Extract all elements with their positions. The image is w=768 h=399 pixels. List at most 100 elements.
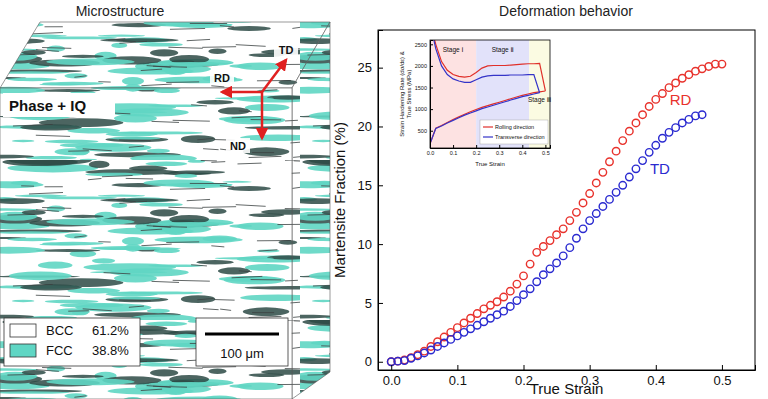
data-point — [639, 157, 646, 164]
axis-line — [379, 365, 756, 371]
tick-label: 0.3 — [496, 150, 504, 156]
data-point — [718, 60, 725, 67]
data-point — [665, 129, 672, 136]
phase-name: BCC — [46, 323, 73, 338]
data-point — [513, 297, 520, 304]
direction-label-box — [226, 138, 250, 153]
tick: 1000 — [415, 106, 433, 112]
direction-arrow — [262, 60, 286, 92]
data-point — [566, 244, 573, 251]
data-point — [559, 225, 566, 232]
data-point — [540, 243, 547, 250]
data-point — [652, 96, 659, 103]
y-axis-title: Martensite Fraction (%) — [331, 122, 348, 278]
tick-mark — [430, 66, 433, 67]
data-point — [540, 271, 547, 278]
direction-arrow — [261, 92, 264, 138]
tick-mark — [590, 365, 591, 370]
axis: 0510152025 — [358, 31, 383, 371]
tick-label: 0.4 — [519, 150, 527, 156]
data-point — [645, 149, 652, 156]
tick-mark — [476, 145, 477, 148]
data-point — [632, 165, 639, 172]
data-point — [520, 272, 527, 279]
tick-label: 0 — [365, 354, 372, 369]
tick: 10 — [358, 237, 383, 252]
tick: 0.3 — [496, 145, 504, 156]
data-point — [526, 260, 533, 267]
tick-label: 15 — [358, 178, 372, 193]
legend-swatch — [483, 136, 493, 137]
tick-label: 0.4 — [647, 373, 665, 388]
stage-band — [430, 40, 476, 148]
data-point — [467, 314, 474, 321]
tick: 0.1 — [449, 365, 467, 388]
plot-frame — [378, 30, 755, 370]
data-point — [546, 237, 553, 244]
tick-label: 500 — [418, 128, 427, 134]
direction-label: ND — [230, 140, 246, 152]
tick: 0.4 — [647, 365, 665, 388]
tick: 1500 — [415, 85, 433, 91]
direction-label-box — [274, 42, 298, 57]
map-label: Phase + IQ — [9, 97, 86, 114]
data-point — [672, 124, 679, 131]
tick-label: 2000 — [415, 63, 427, 69]
tick-mark — [524, 365, 525, 370]
y-axis-title: Strain Hardening Rate (dσ/dε) & — [399, 51, 405, 136]
data-point — [606, 196, 613, 203]
tick-label: 10 — [358, 237, 372, 252]
direction-arrow — [222, 91, 262, 94]
tick-label: 1500 — [415, 85, 427, 91]
data-point — [553, 259, 560, 266]
data-point — [507, 303, 514, 310]
axis: 500 1000 1500 2000 2500 — [415, 41, 433, 149]
inset-background — [396, 34, 556, 170]
tick: 20 — [358, 119, 383, 134]
data-point — [599, 169, 606, 176]
microstructure-cube — [0, 22, 330, 399]
x-axis-title: True Strain — [475, 161, 504, 167]
data-point — [612, 147, 619, 154]
tick-label: 2500 — [415, 42, 427, 48]
tick-mark — [656, 365, 657, 370]
data-point — [626, 127, 633, 134]
cube-front — [0, 88, 292, 399]
data-point — [454, 324, 461, 331]
tick-label: 5 — [365, 296, 372, 311]
tick: 0.0 — [383, 365, 401, 388]
legend: Rolling directionTransverse direction — [480, 120, 548, 144]
tick-label: 0.5 — [542, 150, 550, 156]
data-point — [579, 199, 586, 206]
tick-mark — [545, 145, 546, 148]
axis-line — [431, 41, 434, 149]
axis-line — [379, 31, 384, 371]
cube-top — [0, 22, 330, 88]
data-point — [500, 293, 507, 300]
phase-swatch — [10, 324, 36, 337]
tick-mark — [378, 126, 383, 127]
data-point — [612, 189, 619, 196]
tick-mark — [378, 362, 383, 363]
data-point — [619, 137, 626, 144]
axis-line — [431, 145, 551, 149]
data-point — [573, 209, 580, 216]
stage-label: Stage Ⅰ — [443, 46, 464, 54]
cube-side — [292, 22, 330, 399]
data-point — [546, 265, 553, 272]
inset-plot-area — [430, 40, 550, 148]
tick-mark — [378, 68, 383, 69]
data-point — [632, 119, 639, 126]
tick-mark — [522, 145, 523, 148]
figure: MicrostructurePhase + IQRDTDNDBCC61.2%FC… — [0, 0, 768, 399]
data-point — [573, 234, 580, 241]
data-point — [513, 280, 520, 287]
data-point — [500, 307, 507, 314]
tick-mark — [378, 185, 383, 186]
tick-mark — [453, 145, 454, 148]
data-point — [473, 310, 480, 317]
tick: 0.1 — [450, 145, 458, 156]
direction-label: RD — [214, 72, 230, 84]
direction-label-box — [210, 70, 234, 85]
tick-mark — [722, 365, 723, 370]
